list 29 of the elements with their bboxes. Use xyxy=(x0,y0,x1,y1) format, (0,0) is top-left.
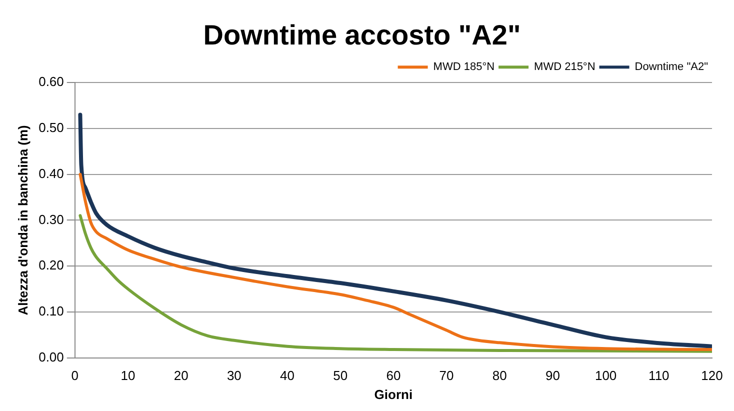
y-tick-label: 0.20 xyxy=(38,258,64,273)
x-tick-label: 90 xyxy=(545,368,560,384)
y-tick-label: 0.40 xyxy=(38,166,64,181)
x-tick-label: 120 xyxy=(701,368,723,384)
y-tick-label: 0.00 xyxy=(38,349,64,364)
x-tick-label: 80 xyxy=(492,368,507,384)
y-tick-label: 0.60 xyxy=(38,74,64,90)
line-series xyxy=(78,172,712,352)
legend-label: MWD 215°N xyxy=(534,61,596,74)
x-tick-label: 30 xyxy=(226,368,242,384)
chart-title: Downtime accosto "A2" xyxy=(203,20,521,51)
x-tick-label: 100 xyxy=(594,368,617,384)
x-tick-label: 20 xyxy=(174,368,188,384)
x-tick-label: 0 xyxy=(71,368,79,384)
x-tick-label: 110 xyxy=(648,368,670,384)
y-tick-label: 0.30 xyxy=(38,212,64,227)
line-series xyxy=(78,214,712,353)
x-tick-label: 60 xyxy=(386,368,401,384)
y-axis-title: Altezza d'onda in banchina (m) xyxy=(15,125,30,316)
x-axis-title: Giorni xyxy=(374,386,413,402)
legend-label: MWD 185°N xyxy=(433,61,495,74)
x-tick-label: 50 xyxy=(333,368,348,384)
x-tick-label: 70 xyxy=(439,368,454,384)
line-series xyxy=(78,112,712,348)
x-tick-label: 10 xyxy=(120,368,136,384)
y-tick-label: 0.50 xyxy=(38,120,64,136)
legend-label: Downtime "A2" xyxy=(634,61,708,74)
y-tick-label: 0.10 xyxy=(38,304,64,319)
x-tick-label: 40 xyxy=(280,368,294,384)
